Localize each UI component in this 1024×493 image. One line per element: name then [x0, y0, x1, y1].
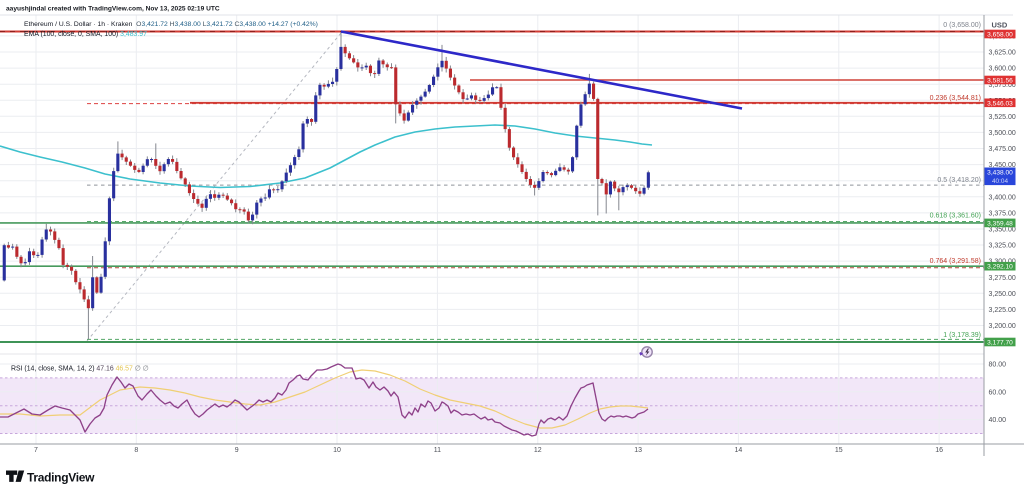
svg-text:40.00: 40.00: [989, 417, 1007, 424]
svg-text:3,450.00: 3,450.00: [989, 162, 1016, 169]
svg-text:9: 9: [235, 447, 239, 454]
svg-text:3,575.00: 3,575.00: [989, 82, 1016, 89]
svg-text:11: 11: [434, 447, 441, 454]
svg-text:0.5 (3,418.20): 0.5 (3,418.20): [937, 177, 981, 184]
svg-text:Ethereum / U.S. Dollar · 1h ·: Ethereum / U.S. Dollar · 1h · Kraken O3,…: [24, 21, 318, 28]
svg-text:3,525.00: 3,525.00: [989, 114, 1016, 121]
svg-text:3,500.00: 3,500.00: [989, 130, 1016, 137]
svg-text:USD: USD: [992, 20, 1008, 29]
svg-text:3,375.00: 3,375.00: [989, 211, 1016, 218]
svg-text:7: 7: [34, 447, 38, 454]
svg-text:TradingView: TradingView: [27, 471, 95, 485]
svg-text:3,438.00: 3,438.00: [987, 170, 1013, 177]
svg-text:aayushjindal created with Trad: aayushjindal created with TradingView.co…: [6, 5, 220, 12]
svg-text:15: 15: [835, 447, 843, 454]
svg-text:80.00: 80.00: [989, 362, 1007, 369]
svg-text:14: 14: [735, 447, 743, 454]
svg-text:3,325.00: 3,325.00: [989, 243, 1016, 250]
svg-text:3,475.00: 3,475.00: [989, 146, 1016, 153]
svg-text:3,225.00: 3,225.00: [989, 307, 1016, 314]
svg-text:3,658.00: 3,658.00: [987, 32, 1013, 39]
svg-text:0 (3,658.00): 0 (3,658.00): [943, 22, 981, 29]
svg-text:10: 10: [333, 447, 341, 454]
svg-text:60.00: 60.00: [989, 389, 1007, 396]
svg-text:3,359.48: 3,359.48: [987, 220, 1013, 227]
svg-text:0.764 (3,291.58): 0.764 (3,291.58): [930, 258, 981, 265]
svg-text:3,546.03: 3,546.03: [987, 100, 1013, 107]
svg-text:13: 13: [634, 447, 642, 454]
svg-text:3,600.00: 3,600.00: [989, 66, 1016, 73]
svg-text:RSI (14, close, SMA, 14, 2) 47: RSI (14, close, SMA, 14, 2) 47.16 46.57 …: [11, 366, 149, 373]
svg-text:3,292.10: 3,292.10: [987, 264, 1013, 271]
svg-text:40:04: 40:04: [992, 178, 1008, 185]
svg-text:16: 16: [935, 447, 943, 454]
svg-text:3,250.00: 3,250.00: [989, 291, 1016, 298]
svg-text:12: 12: [534, 447, 542, 454]
svg-text:0.618 (3,361.60): 0.618 (3,361.60): [930, 213, 981, 220]
svg-text:8: 8: [134, 447, 138, 454]
svg-text:3,581.56: 3,581.56: [987, 78, 1013, 85]
svg-text:3,400.00: 3,400.00: [989, 194, 1016, 201]
svg-text:EMA (100, close, 0, SMA, 100): EMA (100, close, 0, SMA, 100) 3,483.97: [24, 31, 147, 38]
svg-text:3,625.00: 3,625.00: [989, 50, 1016, 57]
svg-text:3,177.70: 3,177.70: [987, 340, 1013, 347]
svg-text:0.236 (3,544.81): 0.236 (3,544.81): [930, 95, 981, 102]
svg-text:3,350.00: 3,350.00: [989, 227, 1016, 234]
svg-text:1 (3,178.39): 1 (3,178.39): [943, 332, 981, 339]
svg-text:3,275.00: 3,275.00: [989, 275, 1016, 282]
svg-text:3,200.00: 3,200.00: [989, 323, 1016, 330]
